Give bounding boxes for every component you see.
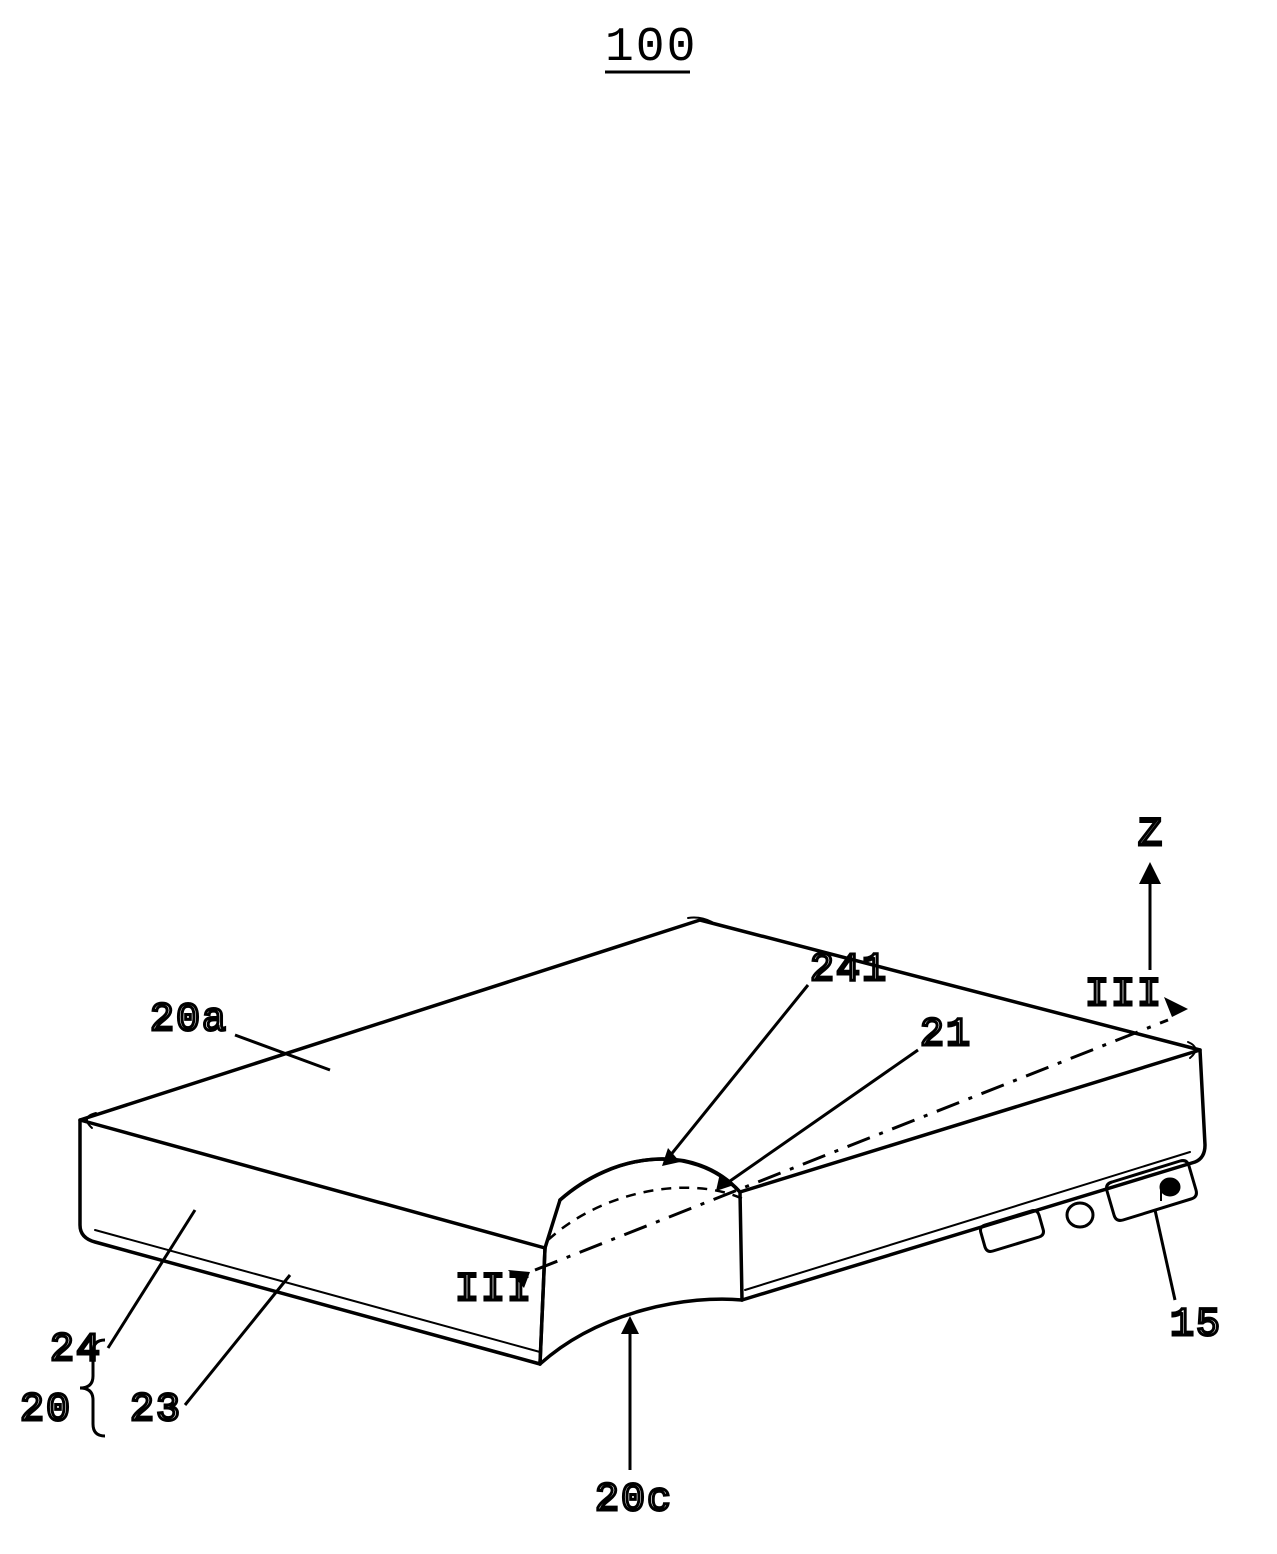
label-21: 21 bbox=[920, 1013, 972, 1058]
switch-knob bbox=[1161, 1179, 1179, 1195]
notch-top-back-arc bbox=[560, 1159, 740, 1200]
port-rect bbox=[981, 1211, 1044, 1252]
lead-24 bbox=[108, 1210, 195, 1348]
figure-svg: 100 Z bbox=[0, 0, 1277, 1554]
label-20a: 20a bbox=[150, 998, 228, 1043]
lead-15 bbox=[1155, 1210, 1175, 1300]
notch-floor-arc-front bbox=[540, 1299, 742, 1364]
notch-right-wall bbox=[740, 1192, 742, 1300]
lead-241 bbox=[665, 985, 808, 1162]
label-20c: 20c bbox=[595, 1478, 673, 1523]
z-axis-label: Z bbox=[1138, 813, 1164, 858]
label-15: 15 bbox=[1170, 1303, 1222, 1348]
z-axis-arrowhead bbox=[1139, 862, 1161, 884]
title-group: 100 bbox=[605, 21, 697, 75]
notch-dashed-arc bbox=[548, 1188, 745, 1240]
label-20: 20 bbox=[20, 1388, 72, 1433]
switch-frame bbox=[1107, 1161, 1197, 1221]
section-mark-right: III bbox=[1085, 973, 1163, 1018]
lead-241-arrow bbox=[662, 1148, 680, 1166]
label-23: 23 bbox=[130, 1388, 182, 1433]
label-241: 241 bbox=[810, 948, 888, 993]
device-body bbox=[80, 918, 1205, 1396]
title-ref: 100 bbox=[605, 21, 697, 75]
front-face-left bbox=[80, 1120, 545, 1364]
section-line: III III bbox=[455, 973, 1188, 1313]
lead-23 bbox=[185, 1275, 290, 1405]
top-surface bbox=[80, 920, 1200, 1248]
lead-20c-arrow bbox=[621, 1316, 639, 1334]
section-mark-left: III bbox=[455, 1268, 533, 1313]
z-axis: Z bbox=[1138, 813, 1164, 970]
port-jack bbox=[1067, 1203, 1093, 1227]
section-arrow-right bbox=[1164, 997, 1188, 1017]
